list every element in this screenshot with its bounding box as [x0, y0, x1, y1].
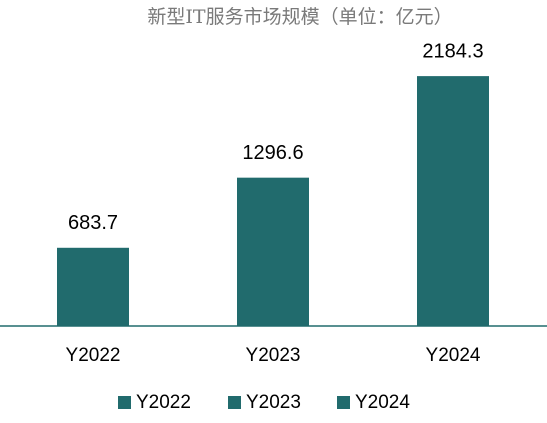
legend-swatch	[118, 396, 131, 409]
legend-label: Y2023	[246, 392, 301, 413]
data-label: 683.7	[68, 212, 118, 234]
chart-title: 新型IT服务市场规模（单位：亿元）	[147, 6, 452, 28]
legend-label: Y2022	[136, 392, 191, 413]
data-label: 1296.6	[242, 142, 303, 164]
bar	[417, 76, 489, 326]
legend-swatch	[337, 396, 350, 409]
bar	[237, 177, 309, 326]
x-tick-label: Y2023	[246, 345, 301, 366]
x-tick-label: Y2024	[426, 345, 481, 366]
legend-swatch	[228, 396, 241, 409]
data-label: 2184.3	[422, 40, 483, 62]
bar	[57, 247, 129, 326]
x-tick-label: Y2022	[66, 345, 121, 366]
legend-label: Y2024	[355, 392, 410, 413]
